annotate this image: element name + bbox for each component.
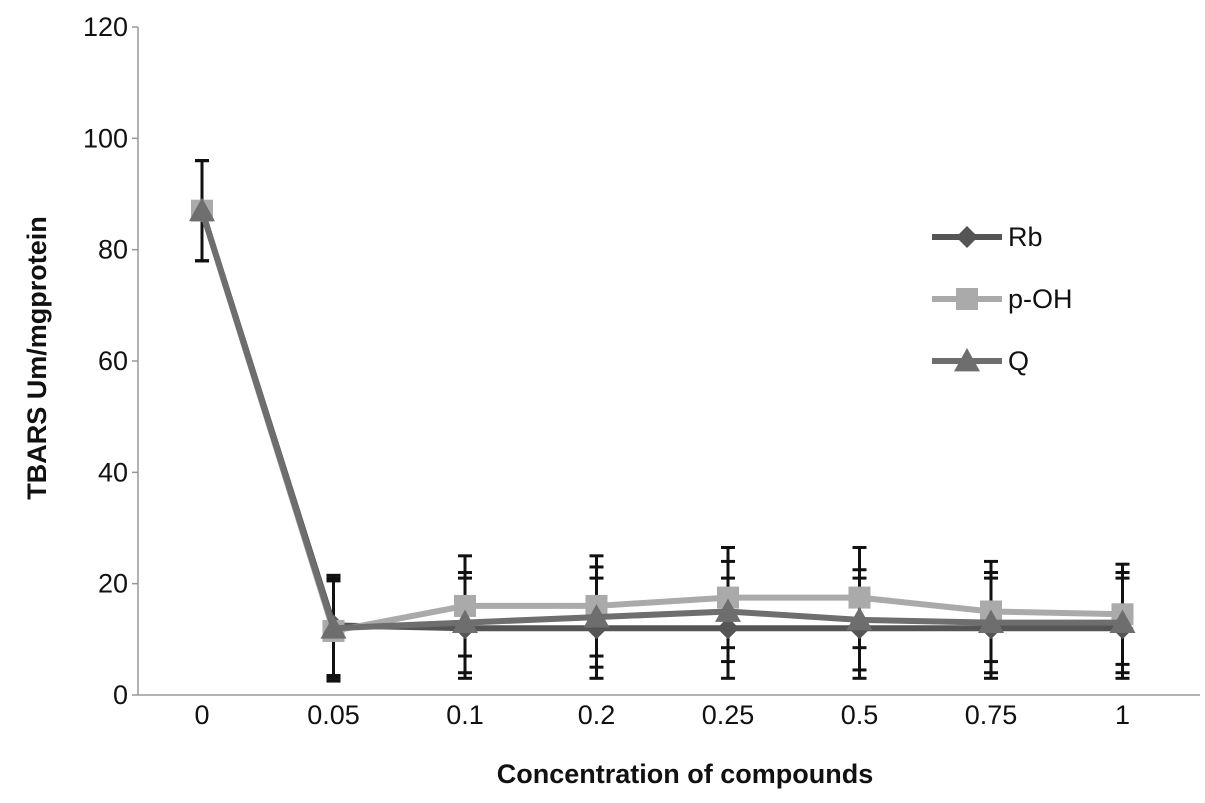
x-tick-label: 0 [194, 700, 209, 730]
x-tick-label: 0.2 [578, 700, 616, 730]
series-line [199, 209, 1123, 634]
data-point [454, 594, 476, 617]
data-point [978, 609, 1004, 634]
y-tick-label: 100 [83, 123, 128, 153]
y-tick-label: 80 [98, 235, 128, 265]
legend-label: p-OH [1008, 284, 1073, 314]
legend-swatch-marker [956, 288, 978, 310]
x-tick-label: 1 [1115, 700, 1130, 730]
data-point [717, 617, 739, 640]
legend-label: Rb [1008, 222, 1043, 252]
x-tick-label: 0.75 [965, 700, 1018, 730]
legend: Rb p-OH Q [932, 222, 1073, 376]
x-tick-label: 0.1 [446, 700, 484, 730]
data-point [320, 615, 347, 639]
data-point [846, 606, 873, 631]
x-tick-label: 0.5 [841, 700, 879, 730]
legend-swatch-marker [956, 226, 978, 248]
y-tick-label: 60 [98, 346, 128, 376]
series-q [189, 197, 1136, 639]
data-point [848, 586, 871, 609]
y-tick-label: 120 [83, 12, 128, 42]
x-axis-title: Concentration of compounds [497, 759, 873, 789]
data-point [1109, 609, 1136, 634]
data-point [715, 598, 741, 622]
data-point [717, 586, 739, 609]
data-point [452, 609, 478, 634]
legend-swatch-marker [954, 348, 980, 372]
x-tick-label: 0.05 [307, 700, 360, 730]
legend-item: p-OH [932, 284, 1073, 314]
data-point [189, 197, 215, 222]
y-tick-label: 0 [113, 680, 128, 710]
series-line [199, 209, 1123, 632]
legend-label: Q [1008, 346, 1029, 376]
y-axis-title: TBARS Um/mgprotein [22, 216, 52, 500]
x-tick-label: 0.25 [702, 700, 755, 730]
legend-item: Q [932, 346, 1029, 376]
axes: 0 20 40 60 80 100 120 0 0.05 0.1 0.2 0.25 0.5 0.75 1 [83, 12, 1200, 730]
y-tick-label: 40 [98, 457, 128, 487]
y-tick-label: 20 [98, 569, 128, 599]
series-line [199, 209, 1123, 632]
legend-item: Rb [932, 222, 1043, 252]
series-lines [189, 197, 1136, 642]
data-point [583, 604, 610, 628]
